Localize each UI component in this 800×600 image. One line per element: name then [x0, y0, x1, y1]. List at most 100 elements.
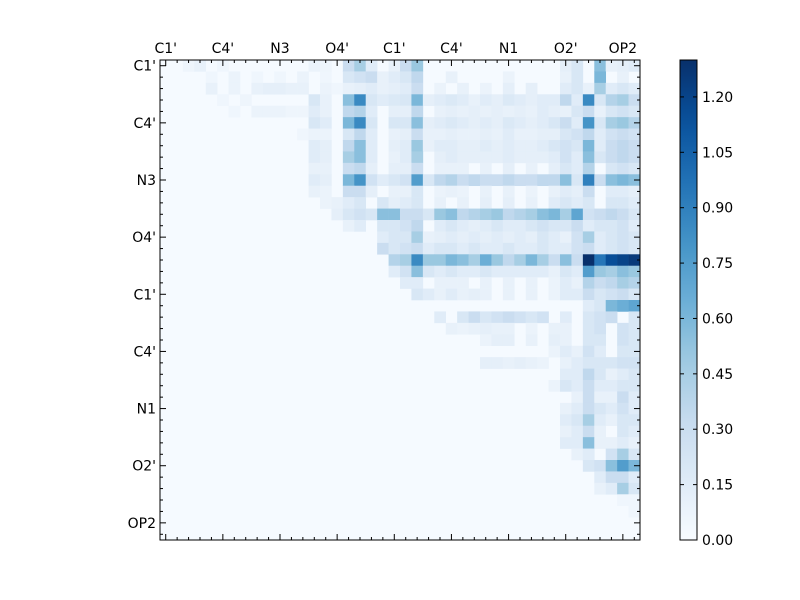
- axis-tick-labels: C1' C4' N3 O4' C1' C4' N1 O2' OP2 C1' C4' N3 O4' C1' C…: [128, 41, 637, 532]
- heatmap-cell: [480, 197, 492, 209]
- heatmap-cell: [457, 94, 469, 107]
- heatmap-cell: [434, 151, 447, 164]
- heatmap-cell: [582, 402, 595, 415]
- heatmap-cell: [400, 94, 412, 107]
- heatmap-cell: [502, 71, 515, 84]
- heatmap-cell: [537, 357, 549, 369]
- heatmap-cell: [342, 117, 355, 129]
- heatmap-cell: [422, 140, 435, 152]
- heatmap-cell: [411, 220, 424, 232]
- heatmap-cell: [400, 197, 412, 209]
- heatmap-cell: [548, 220, 561, 232]
- heatmap-cell: [582, 151, 595, 164]
- heatmap-cell: [457, 277, 469, 289]
- heatmap-cell: [525, 140, 538, 152]
- heatmap-cell: [525, 220, 538, 232]
- heatmap-cell: [457, 242, 469, 255]
- heatmap-cell: [605, 368, 618, 381]
- heatmap-cell: [582, 265, 595, 278]
- heatmap-cell: [582, 300, 595, 312]
- heatmap-cell: [308, 140, 321, 152]
- heatmap-cell: [320, 94, 332, 107]
- heatmap-cell: [354, 220, 367, 232]
- heatmap-cell: [548, 94, 561, 107]
- heatmap-cell: [582, 231, 595, 244]
- heatmap-cell: [594, 60, 607, 72]
- heatmap-cell: [285, 105, 298, 118]
- heatmap-cell: [605, 448, 618, 461]
- heatmap-cell: [422, 265, 435, 278]
- heatmap-cell: [594, 334, 607, 347]
- heatmap-cell: [594, 425, 607, 438]
- heatmap-cell: [457, 265, 469, 278]
- heatmap-cell: [491, 220, 504, 232]
- heatmap-cell: [308, 185, 321, 198]
- heatmap-cell: [605, 437, 618, 449]
- heatmap-cell: [605, 380, 618, 392]
- heatmap-cell: [480, 208, 492, 221]
- heatmap-cell: [548, 288, 561, 301]
- heatmap-cell: [468, 242, 481, 255]
- heatmap-cell: [628, 494, 641, 507]
- heatmap-cell: [560, 151, 572, 164]
- heatmap-cell: [342, 128, 355, 141]
- heatmap-cell: [354, 60, 367, 72]
- heatmap-cell: [411, 71, 424, 84]
- heatmap-cell: [605, 151, 618, 164]
- heatmap-cell: [457, 197, 469, 209]
- heatmap-cell: [560, 231, 572, 244]
- heatmap-cell: [617, 185, 629, 198]
- heatmap-cell: [537, 151, 549, 164]
- heatmap-cell: [182, 60, 195, 72]
- heatmap-cell: [594, 357, 607, 369]
- heatmap-cell: [445, 242, 458, 255]
- heatmap-cell: [537, 105, 549, 118]
- heatmap-cell: [377, 197, 389, 209]
- heatmap-cell: [354, 197, 367, 209]
- heatmap-cell: [354, 82, 367, 95]
- heatmap-cell: [605, 357, 618, 369]
- heatmap-cell: [560, 425, 572, 438]
- heatmap-cell: [388, 242, 401, 255]
- heatmap-cell: [411, 105, 424, 118]
- heatmap-cell: [594, 265, 607, 278]
- heatmap-cell: [605, 140, 618, 152]
- heatmap-cell: [354, 185, 367, 198]
- heatmap-cell: [480, 140, 492, 152]
- heatmap-cell: [605, 82, 618, 95]
- heatmap-cell: [388, 162, 401, 175]
- heatmap-cell: [605, 288, 618, 301]
- heatmap-cell: [400, 82, 412, 95]
- heatmap-cell: [502, 151, 515, 164]
- heatmap-cell: [571, 208, 584, 221]
- heatmap-cell: [525, 277, 538, 289]
- heatmap-cell: [617, 300, 629, 312]
- heatmap-cell: [297, 71, 309, 84]
- heatmap-cell: [525, 334, 538, 347]
- heatmap-cell: [342, 94, 355, 107]
- heatmap-cell: [571, 345, 584, 358]
- heatmap-cell: [617, 460, 629, 472]
- heatmap-cell: [594, 220, 607, 232]
- heatmap-cell: [525, 162, 538, 175]
- y-tick-label: O2': [132, 459, 156, 475]
- heatmap-cell: [411, 128, 424, 141]
- heatmap-cell: [400, 174, 412, 187]
- heatmap-cell: [571, 128, 584, 141]
- heatmap-cell: [411, 60, 424, 72]
- heatmap-cell: [434, 162, 447, 175]
- heatmap-cell: [480, 174, 492, 187]
- heatmap-cell: [582, 288, 595, 301]
- heatmap-cell: [525, 208, 538, 221]
- heatmap-cell: [594, 174, 607, 187]
- heatmap-cell: [274, 71, 287, 84]
- heatmap-cell: [457, 105, 469, 118]
- heatmap-cell: [434, 128, 447, 141]
- heatmap-cell: [605, 300, 618, 312]
- heatmap-cell: [560, 185, 572, 198]
- heatmap-cell: [628, 448, 641, 461]
- heatmap-cell: [617, 174, 629, 187]
- heatmap-cell: [594, 231, 607, 244]
- heatmap-cell: [605, 277, 618, 289]
- heatmap-cell: [560, 265, 572, 278]
